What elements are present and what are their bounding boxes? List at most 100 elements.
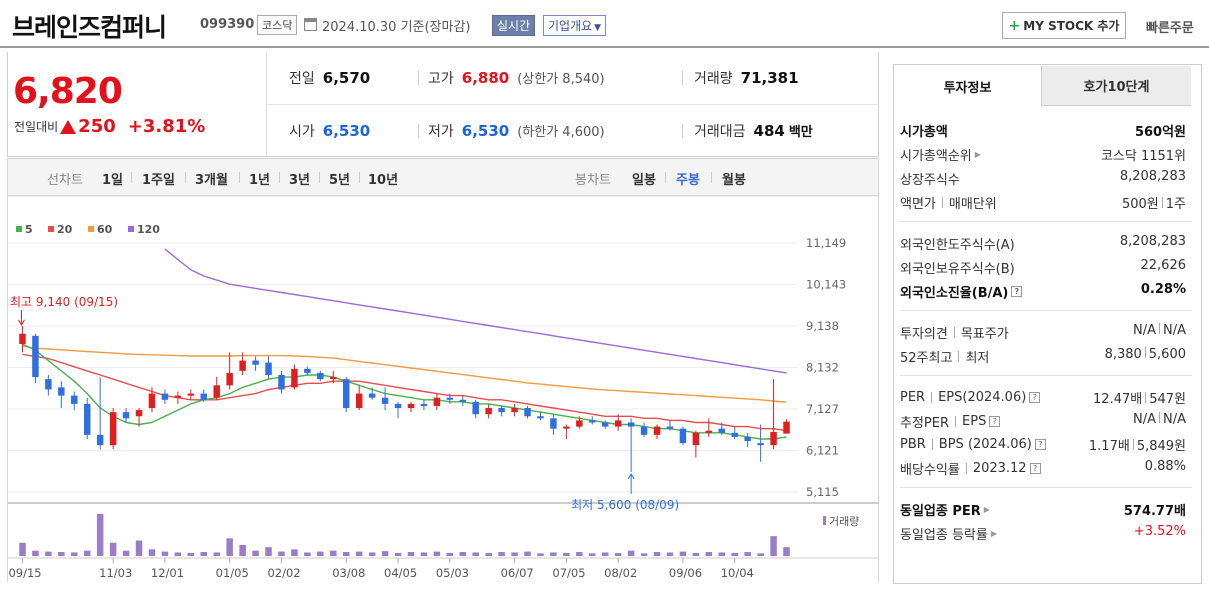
info-value: 22,626 [1141,258,1187,277]
x-tick-label: 09/15 [8,566,41,580]
info-key[interactable]: 시가총액순위 ▶ [900,145,981,164]
info-key: 투자의견 목표주가 [900,323,1009,342]
candle [757,443,764,446]
period-10y[interactable]: 10년 [368,173,399,188]
info-value-text: 5,600 [1148,347,1186,362]
divider [1159,411,1160,423]
tab-order-book[interactable]: 호가10단계 [1042,66,1191,106]
volume-bar [601,552,609,556]
info-value-text: N/A [1133,323,1156,338]
chevron-right-icon[interactable]: ▶ [983,505,990,514]
info-value: 8,208,283 [1120,169,1186,188]
chevron-right-icon[interactable]: ▶ [974,150,981,159]
info-key[interactable]: 외국인소진율(B/A)? [900,282,1023,301]
quick-order-link[interactable]: 빠른주문 [1146,21,1194,36]
tab-investment-info[interactable]: 투자정보 [894,66,1042,106]
volume-bar [459,552,467,556]
volume-bar [757,553,764,556]
info-value-text: 1.17배 [1088,439,1130,454]
candle [498,408,505,413]
y-tick-label: 5,115 [806,485,839,499]
help-icon[interactable]: ? [1029,462,1041,474]
volume-bar [304,552,311,556]
candle [770,431,777,446]
info-key: 외국인보유주식수(B) [900,258,1015,277]
divider [955,415,957,427]
info-value-text: 574.77배 [1123,504,1186,519]
info-key[interactable]: 동일업종 PER ▶ [900,500,990,519]
volume-bar [252,550,259,556]
divider [965,462,967,474]
candle [666,426,674,429]
help-icon[interactable]: ? [989,415,1001,427]
period-1w[interactable]: 1주일 [142,173,175,188]
x-tick-label: 02/02 [267,566,300,580]
info-key: 외국인한도주식수(A) [900,234,1015,253]
company-profile-dropdown[interactable]: 기업개요 ▼ [543,15,607,36]
help-icon[interactable]: ? [1034,439,1046,450]
period-1y[interactable]: 1년 [249,173,271,188]
info-row: 외국인한도주식수(A) 8,208,283 [900,234,1186,253]
candle [96,434,104,446]
candle [731,432,738,437]
volume-bar [278,551,285,556]
volume-cell: 거래량 71,381 [694,68,799,88]
help-icon[interactable]: ? [1029,392,1041,403]
period-1d[interactable]: 1일 [102,173,124,188]
x-tick-label: 03/08 [332,566,365,580]
candle [71,395,78,404]
info-key[interactable]: 동일업종 등락률 ▶ [900,524,997,543]
volume-bar [524,551,531,556]
info-key[interactable]: 배당수익률 2023.12? [900,459,1041,478]
volume-bar [537,553,544,556]
candle [446,397,454,400]
divider [931,392,933,403]
candle [122,412,130,419]
period-5y[interactable]: 5년 [329,173,351,188]
candle [355,393,363,409]
high-label: 고가 [428,71,454,87]
divider [1145,392,1147,403]
volume-bar [96,514,104,556]
candle-daily[interactable]: 일봉 [632,173,656,188]
high-value: 6,880 [461,69,510,87]
volume-bar [446,552,454,556]
info-key-label: 2023.12 [972,460,1027,476]
change-value: 250 [78,116,116,137]
candle-weekly[interactable]: 주봉 [676,173,700,188]
info-key[interactable]: PBR BPS (2024.06)? [900,435,1046,454]
candle [135,410,143,417]
chevron-right-icon[interactable]: ▶ [990,529,998,538]
high-annotation: 최고 9,140 (09/15) [10,295,118,309]
legend-label: 60 [97,223,113,236]
volume-bar [174,552,182,556]
candle [239,360,246,371]
candle-monthly[interactable]: 월봉 [722,173,746,188]
period-3m[interactable]: 3개월 [195,173,228,188]
info-key: 액면가 매매단위 [900,193,997,212]
legend-label: 20 [57,223,73,236]
info-key[interactable]: 추정PER EPS? [900,412,1001,431]
ma120-line [164,248,787,374]
arrow-up-icon [627,473,635,480]
volume-bar [783,547,790,556]
info-key[interactable]: PER EPS(2024.06)? [900,388,1041,407]
volume-bar [330,550,337,556]
stock-chart[interactable]: 5 20 60 120 11,149 10,143 9,138 8,132 7,127 6,121… [7,196,879,582]
realtime-button[interactable]: 실시간 [492,15,536,36]
info-value: 8,380 5,600 [1105,347,1186,366]
info-value-text: +3.52% [1133,524,1186,539]
x-tick-label: 07/05 [552,566,585,580]
candle [32,335,39,378]
legend-label: 120 [137,223,160,236]
period-3y[interactable]: 3년 [289,173,311,188]
info-row: 52주최고 최저 8,380 5,600 [900,347,1186,366]
volume-bar [109,542,117,556]
help-icon[interactable]: ? [1011,286,1023,297]
volume-bar [148,549,156,556]
add-mystock-button[interactable]: + MY STOCK 추가 [1002,12,1126,39]
volume-bar [213,552,220,556]
info-key-label: 외국인한도주식수(A) [900,238,1015,253]
info-key: 상장주식수 [900,169,960,188]
info-value-text: 500원 [1121,197,1159,212]
